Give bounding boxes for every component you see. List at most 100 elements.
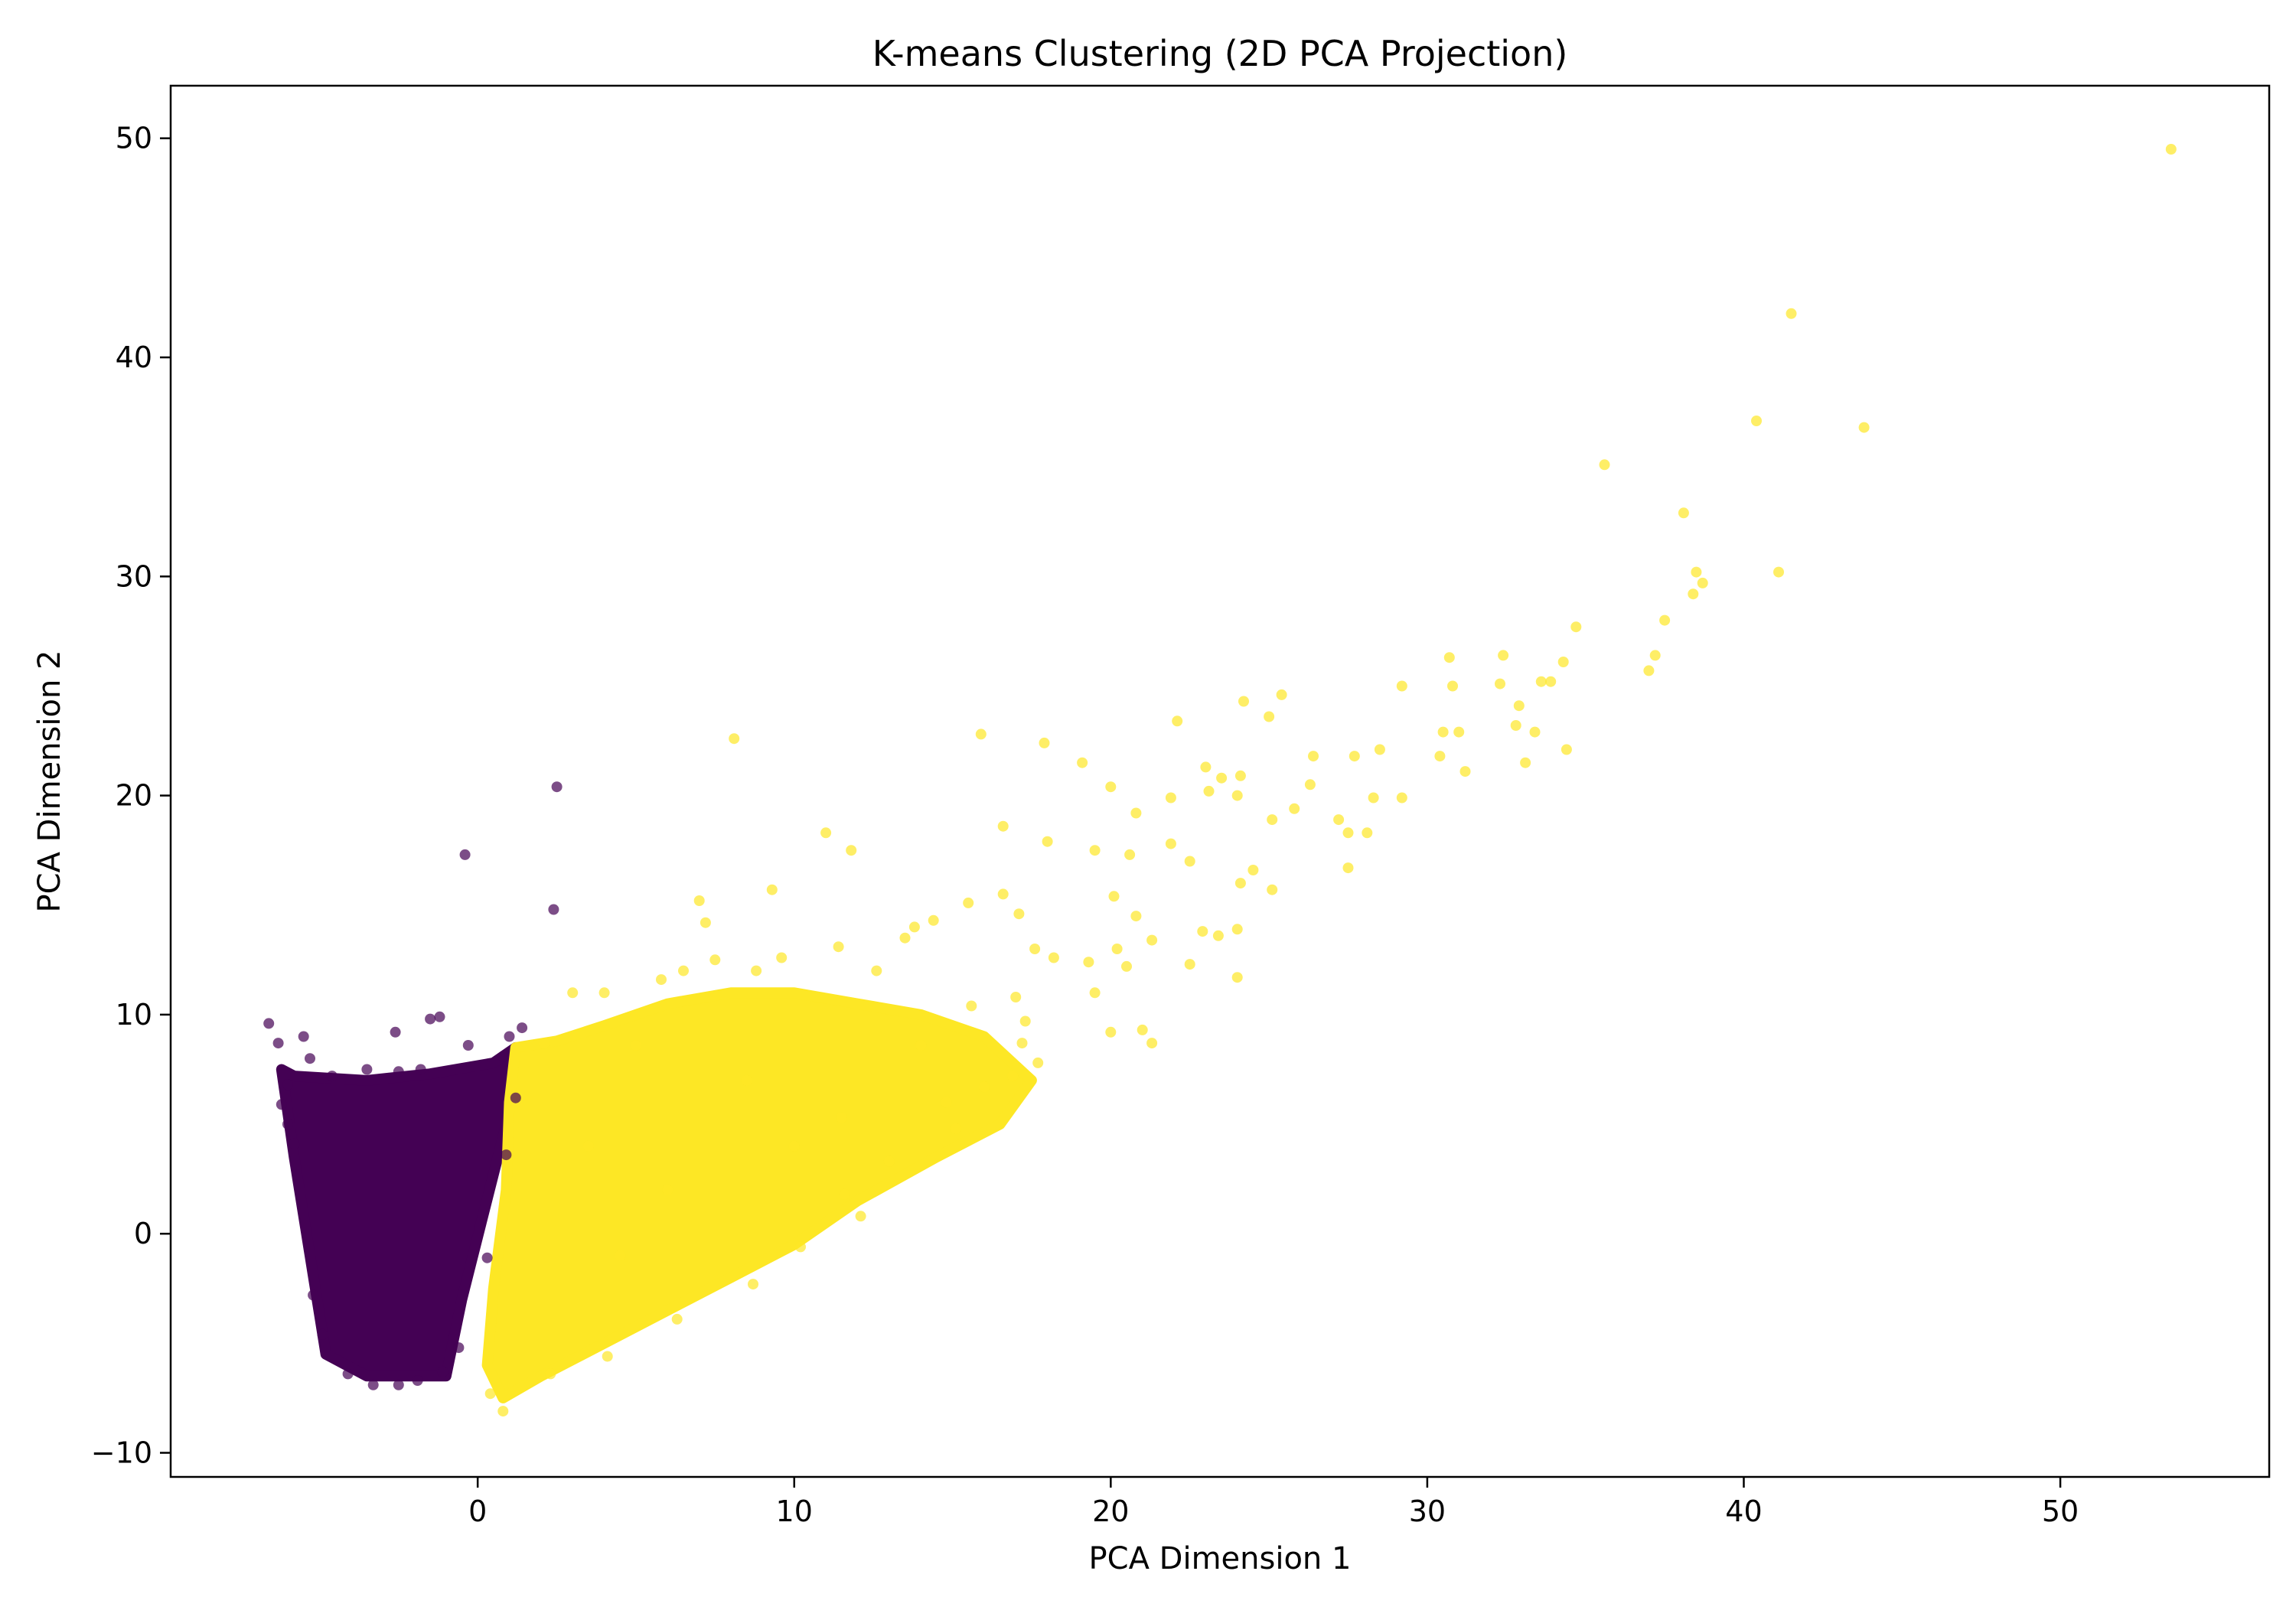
cluster-0-point-12	[497, 1051, 509, 1062]
cluster-1-point-38	[1459, 766, 1471, 777]
cluster-0-point-8	[390, 1026, 401, 1038]
cluster-0-point-31	[326, 1071, 338, 1082]
cluster-1-point-44	[1304, 779, 1316, 790]
cluster-1-point-8	[1697, 577, 1708, 588]
cluster-1-point-129	[741, 1074, 752, 1086]
cluster-0-point-30	[415, 1064, 426, 1075]
cluster-1-point-43	[1216, 772, 1228, 784]
x-tick-label-2: 20	[1092, 1495, 1129, 1528]
scatter-points	[263, 144, 2177, 1417]
x-tick-label-4: 40	[1725, 1495, 1762, 1528]
cluster-1-point-5	[1678, 507, 1689, 519]
cluster-1-point-34	[1561, 744, 1572, 755]
cluster-1-point-59	[1165, 838, 1176, 849]
cluster-1-point-116	[928, 914, 939, 926]
cluster-1-point-22	[1495, 678, 1505, 689]
cluster-1-point-66	[1247, 865, 1259, 875]
cluster-1-point-99	[855, 1211, 866, 1222]
cluster-1-point-124	[539, 1038, 550, 1049]
cluster-1-point-6	[1691, 566, 1702, 578]
cluster-1-point-52	[1289, 803, 1300, 814]
cluster-0-point-6	[298, 1031, 309, 1042]
cluster-1-point-97	[883, 1156, 895, 1167]
cluster-1-point-107	[678, 965, 689, 976]
cluster-1-point-128	[788, 1140, 800, 1152]
cluster-1-point-18	[1535, 676, 1547, 687]
cluster-1-point-72	[963, 897, 974, 908]
cluster-1-point-73	[997, 888, 1009, 900]
cluster-0-point-15	[282, 1079, 293, 1090]
cluster-0-point-16	[276, 1099, 287, 1110]
cluster-1-point-104	[545, 1368, 556, 1380]
cluster-1-point-64	[1089, 845, 1101, 856]
cluster-0-point-4	[434, 1011, 445, 1022]
cluster-0-point-9	[462, 1040, 474, 1051]
cluster-0-point-18	[289, 1138, 300, 1149]
cluster-1-point-25	[1264, 711, 1275, 722]
cluster-1-point-131	[615, 1250, 626, 1261]
cluster-1-point-91	[1016, 1038, 1028, 1049]
cluster-0-point-29	[510, 1092, 521, 1103]
cluster-1-point-68	[1267, 884, 1278, 895]
cluster-0-point-13	[361, 1064, 373, 1075]
cluster-1-point-16	[1643, 665, 1655, 676]
cluster-0-point-22	[367, 1379, 379, 1390]
cluster-1-point-102	[671, 1313, 683, 1325]
cluster-0-point-2	[548, 904, 559, 915]
cluster-1-point-46	[1368, 792, 1379, 804]
cluster-1-point-57	[1130, 807, 1142, 819]
cluster-1-point-36	[1349, 751, 1360, 762]
cluster-1-point-15	[1557, 657, 1569, 667]
cluster-1-point-2	[1751, 416, 1762, 426]
cluster-1-point-126	[700, 917, 711, 928]
cluster-1-point-132	[582, 1140, 594, 1152]
cluster-0-point-26	[453, 1342, 465, 1354]
cluster-1-point-23	[1513, 700, 1525, 712]
cluster-1-point-41	[1077, 757, 1088, 768]
y-tick-label-3: 20	[116, 779, 152, 813]
cluster-0-point-25	[437, 1366, 448, 1377]
cluster-1-point-1	[1786, 308, 1797, 319]
cluster-1-point-87	[1089, 987, 1101, 999]
cluster-1-point-78	[1231, 924, 1243, 935]
cluster-1-point-77	[1212, 930, 1224, 941]
x-axis-label: PCA Dimension 1	[1089, 1541, 1352, 1576]
cluster-1-point-63	[846, 845, 857, 856]
cluster-1-dense-region	[481, 987, 1037, 1403]
cluster-1-point-14	[1443, 652, 1455, 663]
cluster-1-point-93	[1007, 1071, 1019, 1082]
cluster-1-point-130	[662, 1184, 673, 1195]
cluster-1-point-127	[836, 1112, 847, 1123]
cluster-1-point-61	[997, 820, 1009, 832]
cluster-1-point-55	[1342, 827, 1354, 839]
cluster-1-point-65	[1184, 856, 1195, 867]
cluster-1-point-7	[1773, 566, 1784, 578]
cluster-1-point-106	[484, 1388, 496, 1400]
cluster-1-point-26	[1172, 715, 1183, 727]
cluster-1-point-21	[1276, 689, 1287, 700]
cluster-1-point-69	[1342, 862, 1354, 874]
cluster-1-point-111	[656, 974, 667, 986]
x-tick-label-5: 50	[2042, 1495, 2079, 1528]
cluster-0-point-32	[305, 1053, 315, 1064]
cluster-1-point-47	[1396, 792, 1407, 804]
cluster-1-point-92	[1032, 1057, 1044, 1068]
cluster-1-point-19	[1447, 680, 1458, 692]
cluster-1-point-89	[1146, 1038, 1158, 1049]
cluster-1-point-90	[1105, 1026, 1117, 1038]
x-axis-ticks: 0 10 20 30 40 50	[468, 1477, 2079, 1528]
y-tick-label-0: −10	[91, 1436, 152, 1470]
plot-frame	[169, 84, 2271, 1478]
cluster-1-point-86	[1231, 972, 1243, 983]
cluster-1-point-48	[1105, 781, 1117, 793]
cluster-density-regions	[276, 987, 1037, 1403]
cluster-1-point-10	[1659, 614, 1671, 626]
cluster-1-point-67	[1234, 878, 1246, 889]
y-tick-label-6: 50	[116, 122, 152, 155]
cluster-1-point-71	[766, 884, 778, 895]
cluster-1-point-53	[1333, 814, 1345, 826]
cluster-1-point-33	[1039, 737, 1050, 748]
cluster-1-point-29	[1437, 726, 1449, 738]
cluster-1-point-121	[966, 1000, 977, 1012]
